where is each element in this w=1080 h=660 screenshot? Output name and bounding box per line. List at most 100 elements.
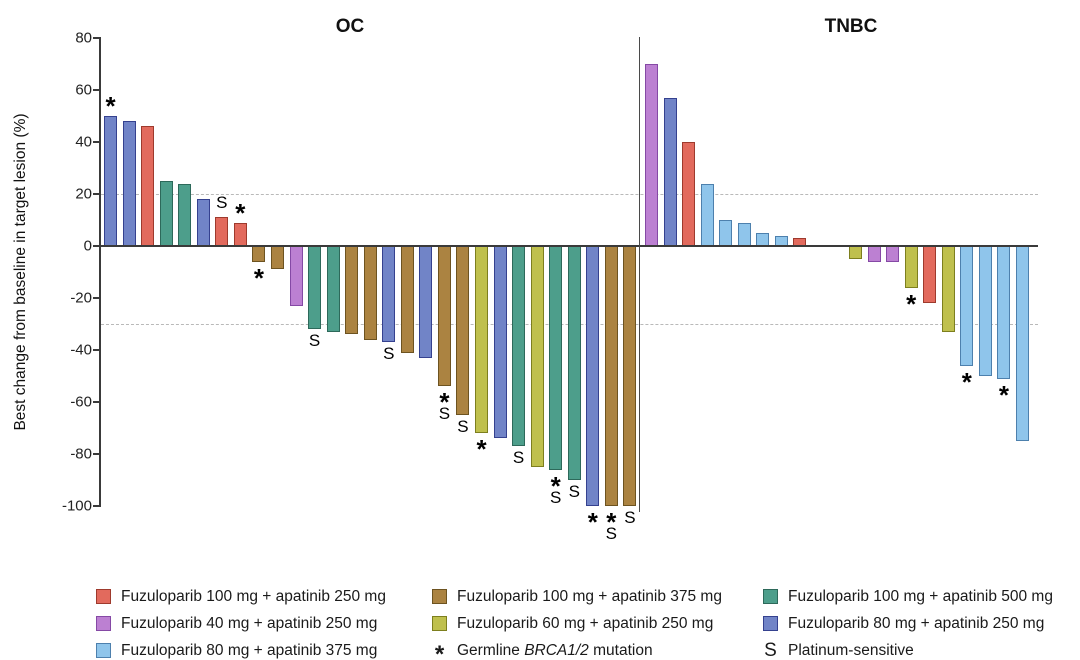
bar [960,246,974,366]
y-tick-mark [93,37,100,39]
brca-mutation-asterisk: * [906,288,917,319]
legend-item: Fuzuloparib 80 mg + apatinib 250 mg [763,615,1063,633]
bar [215,217,229,246]
platinum-sensitive-s: S [550,487,562,507]
bar [997,246,1011,379]
platinum-sensitive-s: S [457,417,469,436]
bar [270,246,284,270]
legend: Fuzuloparib 100 mg + apatinib 250 mg Fuzu… [96,583,1063,660]
y-tick-label: 60 [75,81,92,99]
bar [756,233,770,246]
bar [456,246,470,415]
bar [475,246,488,434]
bar [141,126,155,246]
legend-swatch-f100a250 [96,589,111,604]
bar [493,246,507,439]
legend-item: S Platinum-sensitive [763,640,1063,660]
legend-label: Fuzuloparib 80 mg + apatinib 375 mg [121,641,378,659]
y-tick-label: -40 [70,341,92,359]
bar [941,246,955,332]
bar [645,64,658,246]
brca-mutation-asterisk: * [253,262,264,293]
legend-swatch-f80a250 [763,616,778,631]
legend-item: Fuzuloparib 40 mg + apatinib 250 mg [96,615,432,633]
y-tick-mark [93,505,100,507]
y-tick-mark [93,453,100,455]
legend-label: Fuzuloparib 60 mg + apatinib 250 mg [457,614,714,632]
y-tick-label: 0 [83,237,92,255]
bar [400,246,414,353]
bar [549,246,563,470]
y-tick-label: 20 [75,185,92,203]
legend-label: Germline BRCA1/2 mutation [457,641,653,659]
bar [345,246,359,335]
legend-swatch-f100a375 [432,589,447,604]
bar [849,246,863,259]
legend-item: Fuzuloparib 80 mg + apatinib 375 mg [96,642,432,660]
platinum-sensitive-s: S [216,193,228,213]
legend-item: Fuzuloparib 100 mg + apatinib 375 mg [432,588,763,606]
brca-mutation-asterisk: * [235,197,246,228]
brca-mutation-asterisk: * [550,470,561,501]
y-tick-mark [93,89,100,91]
bar [159,181,173,246]
bar [867,246,881,262]
bar [978,246,992,376]
y-tick-label: -20 [70,289,92,307]
legend-swatch-f80a375 [96,643,111,658]
bar [122,121,136,246]
brca-mutation-asterisk: * [587,507,598,537]
bar [530,246,544,467]
bar [604,246,618,506]
y-tick-label: 80 [75,29,92,47]
y-tick-mark [93,193,100,195]
y-tick-label: -100 [61,497,92,515]
y-tick-mark [93,349,100,351]
platinum-sensitive-marker: S [764,639,777,660]
platinum-sensitive-s: S [624,508,636,527]
bar [719,220,733,246]
cohort-separator-line [638,37,640,512]
bar [1016,246,1029,441]
plot-area: 80 60 40 20 0 -20 -40 -60 -80 -100 * S * * S S * S S * S * S S *… [61,29,1038,543]
platinum-sensitive-s: S [605,524,618,543]
y-tick-mark [93,297,100,299]
bar [700,183,714,246]
reference-line [101,193,1038,195]
y-axis-line [99,37,101,507]
bar [289,246,303,306]
y-tick-mark [93,401,100,403]
brca-mutation-asterisk: * [606,507,617,537]
y-tick-label: -80 [70,445,92,463]
bar [437,246,451,387]
y-tick-label: 40 [75,133,92,151]
bar [419,246,433,358]
bar [904,246,918,288]
legend-swatch-f100a500 [763,589,778,604]
legend-item: Fuzuloparib 100 mg + apatinib 250 mg [96,588,432,606]
platinum-sensitive-s: S [383,344,395,364]
legend-item: * Germline BRCA1/2 mutation [432,642,763,660]
bar [623,246,637,506]
platinum-sensitive-s: S [308,331,321,351]
legend-label: Fuzuloparib 100 mg + apatinib 500 mg [788,587,1053,605]
group-title-tnbc: TNBC [824,16,878,37]
bar [586,246,600,506]
legend-label: Fuzuloparib 80 mg + apatinib 250 mg [788,614,1045,632]
legend-label: Fuzuloparib 100 mg + apatinib 250 mg [121,587,386,605]
brca-mutation-asterisk: * [439,387,450,418]
bar [252,246,266,262]
platinum-sensitive-s: S [568,482,580,501]
brca-mutation-asterisk: * [998,379,1009,410]
bar [663,97,677,246]
bar [886,246,900,262]
legend-swatch-f60a250 [432,616,447,631]
brca-mutation-asterisk: * [105,91,116,121]
bar [326,246,340,332]
legend-item: Fuzuloparib 60 mg + apatinib 250 mg [432,615,763,633]
legend-label: Fuzuloparib 100 mg + apatinib 375 mg [457,587,722,605]
platinum-sensitive-s: S [438,404,451,424]
legend-swatch-f40a250 [96,616,111,631]
bar [363,246,377,340]
platinum-sensitive-s: S [512,448,525,468]
